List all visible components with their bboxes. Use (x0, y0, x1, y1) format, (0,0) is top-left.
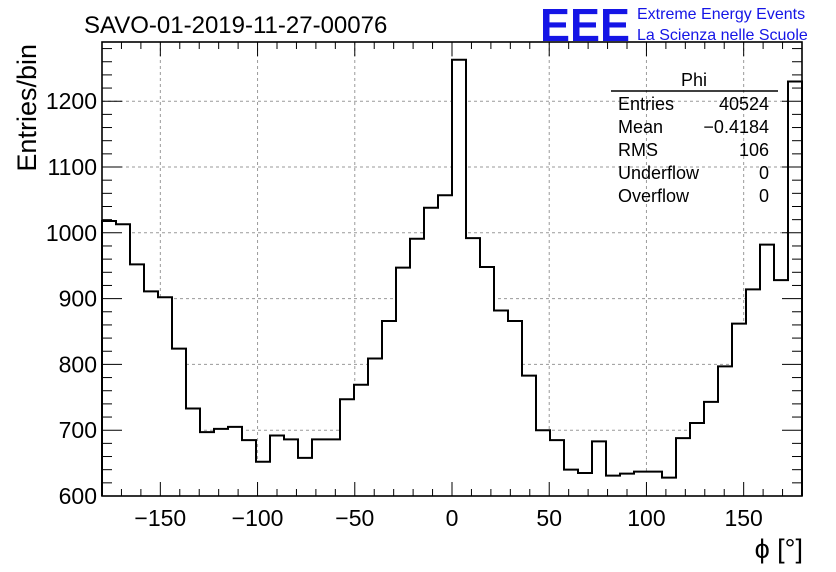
histogram-bin (438, 195, 452, 496)
histogram-bin (270, 435, 284, 496)
histogram-bin (144, 291, 158, 496)
stats-row-label: Mean (618, 117, 663, 137)
histogram-bin (242, 440, 256, 496)
histogram-bin (494, 310, 508, 496)
x-tick-label: −150 (134, 505, 186, 531)
histogram-bin (746, 289, 760, 496)
histogram-bin (452, 59, 466, 496)
x-tick-label: 50 (536, 505, 562, 531)
x-tick-label: 150 (724, 505, 762, 531)
histogram-bin (284, 439, 298, 496)
y-axis-label: Entries/bin (12, 44, 42, 172)
histogram-outline (101, 58, 803, 496)
histogram-bin (298, 457, 312, 496)
histogram-bin (662, 477, 676, 496)
tick-labels: −150 −100 −50 0 50 100 150 600 700 800 900 1000 1100… (46, 88, 763, 531)
y-tick-label: 900 (59, 286, 97, 312)
histogram-bin (424, 207, 438, 496)
histogram-bin (116, 224, 130, 496)
histogram-bin (718, 366, 732, 496)
histogram-bin (228, 426, 242, 496)
stats-row-value: 40524 (719, 94, 769, 114)
histogram-bin (312, 439, 326, 496)
histogram-bin (214, 428, 228, 496)
histogram-bin (256, 461, 270, 496)
histogram-bin (634, 471, 648, 496)
x-tick-label: 100 (627, 505, 665, 531)
x-tick-label: −50 (335, 505, 374, 531)
histogram-bin (326, 439, 340, 496)
histogram-bin (410, 238, 424, 496)
histogram-bin (172, 348, 186, 496)
brand-line-1: Extreme Energy Events (637, 6, 805, 23)
stats-row-label: RMS (618, 140, 658, 160)
stats-row-value: 0 (759, 163, 769, 183)
stats-row-value: 0 (759, 186, 769, 206)
histogram-bin (102, 220, 116, 496)
histogram-bin (186, 408, 200, 496)
histogram-bin (564, 469, 578, 496)
histogram-bin (158, 297, 172, 496)
histogram-bin (466, 238, 480, 496)
histogram-bin (130, 264, 144, 496)
eee-logo-mark: EEE (540, 0, 630, 51)
stats-box: Phi Entries 40524 Mean −0.4184 RMS 106 Underfl… (611, 70, 778, 206)
histogram-bin (760, 244, 774, 496)
stats-title: Phi (681, 70, 707, 90)
y-tick-label: 1100 (48, 154, 97, 180)
brand-line-2: La Scienza nelle Scuole (637, 27, 808, 44)
histogram-bin (536, 430, 550, 496)
x-tick-label: −100 (232, 505, 284, 531)
histogram-bin (788, 81, 802, 496)
x-tick-label: 0 (446, 505, 459, 531)
histogram-bin (382, 320, 396, 496)
stats-row-value: 106 (739, 140, 769, 160)
histogram-bin (592, 441, 606, 496)
run-title: SAVO-01-2019-11-27-00076 (84, 12, 387, 39)
histogram-bin (354, 384, 368, 496)
histogram-bin (368, 358, 382, 496)
y-tick-label: 600 (59, 483, 97, 509)
y-tick-label: 800 (59, 351, 97, 377)
stats-row-label: Underflow (618, 163, 700, 183)
histogram-bin (508, 320, 522, 496)
histogram-bin (704, 401, 718, 496)
stats-row-label: Overflow (618, 186, 690, 206)
histogram-series (101, 58, 803, 496)
histogram-bin (774, 280, 788, 496)
y-tick-label: 1200 (46, 88, 97, 114)
histogram-bin (480, 267, 494, 496)
histogram-bin (522, 375, 536, 496)
eee-logo: EEE Extreme Energy Events La Scienza nel… (540, 0, 808, 51)
stats-row-label: Entries (618, 94, 674, 114)
histogram-bin (648, 471, 662, 496)
histogram-bin (200, 432, 214, 496)
histogram-bin (550, 440, 564, 496)
x-axis-label: ϕ [°] (755, 534, 803, 564)
histogram-bin (676, 438, 690, 496)
histogram-bin (340, 399, 354, 496)
histogram-bin (606, 475, 620, 496)
axis-ticks (101, 42, 803, 497)
histogram-bin (620, 473, 634, 496)
y-tick-label: 700 (59, 417, 97, 443)
histogram-bin (732, 323, 746, 496)
stats-rows: Entries 40524 Mean −0.4184 RMS 106 Underflow 0 O… (618, 94, 769, 206)
histogram-bin (578, 472, 592, 496)
y-tick-label: 1000 (46, 220, 97, 246)
histogram-bin (690, 422, 704, 496)
stats-row-value: −0.4184 (703, 117, 769, 137)
histogram-bin (396, 267, 410, 496)
